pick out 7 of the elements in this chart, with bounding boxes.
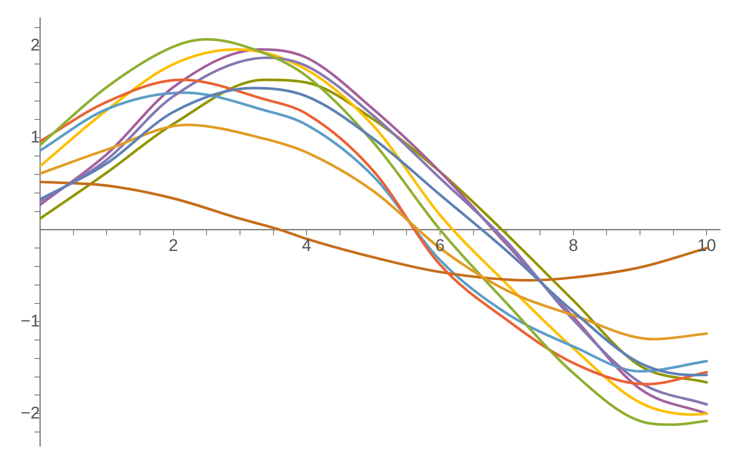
x-tick-label: 4 (302, 236, 312, 255)
x-tick-label: 10 (697, 236, 716, 255)
x-tick-label: 2 (168, 236, 178, 255)
y-tick-label: 2 (30, 35, 40, 54)
y-tick-label: −1 (20, 311, 40, 330)
x-tick-label: 8 (568, 236, 578, 255)
y-tick-label: −2 (20, 403, 40, 422)
